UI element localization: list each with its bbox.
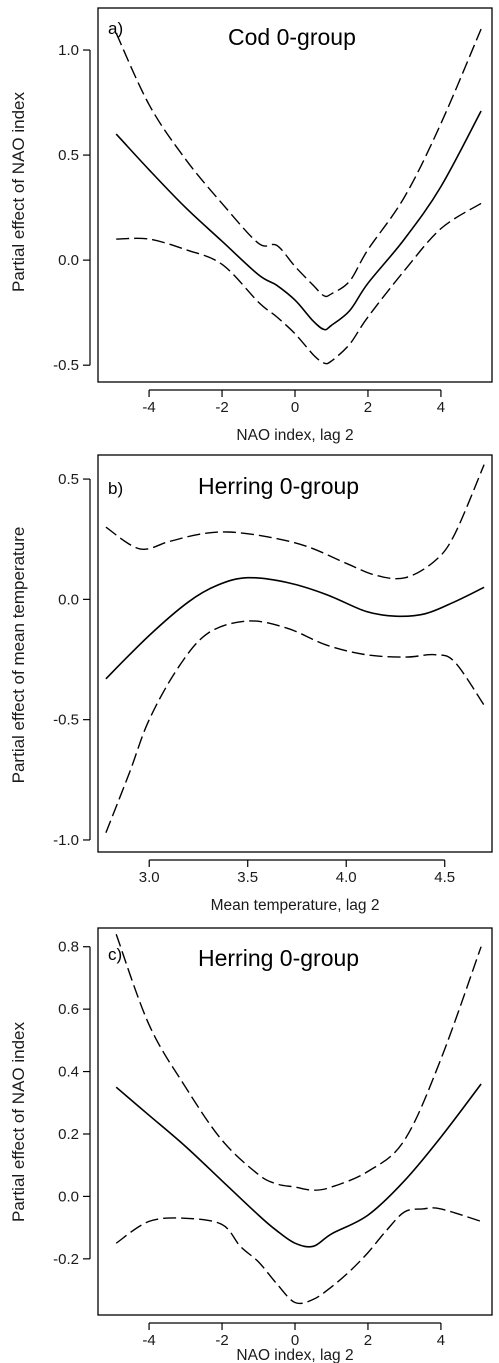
y-tick-label: 0.0: [58, 252, 79, 269]
x-axis-label: NAO index, lag 2: [236, 427, 353, 444]
x-tick-label: 0: [291, 399, 299, 416]
y-tick-label: 0.0: [58, 591, 79, 608]
panel-label: b): [108, 479, 123, 498]
chart-title: Herring 0-group: [198, 473, 359, 499]
y-tick-label: -0.5: [53, 357, 79, 374]
y-tick-label: -0.5: [53, 712, 79, 729]
x-tick-label: -4: [142, 399, 155, 416]
series-upper-line: [115, 933, 482, 1191]
x-tick-label: -2: [215, 399, 228, 416]
x-tick-label: 3.0: [139, 869, 160, 886]
plot-frame: [97, 7, 493, 383]
x-tick-label: 4.0: [336, 869, 357, 886]
y-axis-label: Partial effect of NAO index: [9, 92, 28, 293]
series-lower-line: [115, 1207, 482, 1305]
y-tick-label: 0.4: [58, 1064, 79, 1081]
x-tick-label: 2: [364, 399, 372, 416]
x-tick-label: 4.5: [434, 869, 455, 886]
x-tick-label: 4: [437, 1332, 445, 1349]
x-tick-label: 4: [437, 399, 445, 416]
series-lower-line: [105, 620, 485, 834]
y-tick-label: 1.0: [58, 42, 79, 59]
series-fit-line: [105, 576, 485, 680]
x-tick-label: 0: [291, 1332, 299, 1349]
y-axis-label: Partial effect of mean temperature: [9, 527, 28, 784]
y-tick-label: 0.8: [58, 939, 79, 956]
plot-frame: [97, 454, 493, 853]
plot-frame: [97, 927, 493, 1316]
y-tick-label: 0.6: [58, 1001, 79, 1018]
panel-b: 3.0 3.5 4.0 4.5 -1.0 -0.5 0.0 0.5 Mean temperatu…: [9, 454, 493, 914]
panel-c: -4 -2 0 2 4 -0.2 0.0 0.2 0.4 0.6 0.8 NAO index, lag…: [9, 927, 493, 1363]
series-fit-line: [115, 110, 482, 331]
y-tick-label: 0.2: [58, 1126, 79, 1143]
x-tick-label: 3.5: [237, 869, 258, 886]
series-upper-line: [105, 464, 485, 580]
x-tick-label: -4: [142, 1332, 155, 1349]
y-tick-label: -1.0: [53, 832, 79, 849]
y-tick-label: -0.2: [53, 1251, 79, 1268]
y-axis-label: Partial effect of NAO index: [9, 1022, 28, 1223]
x-axis-label: NAO index, lag 2: [236, 1347, 353, 1363]
panel-label: a): [108, 19, 123, 38]
series-lower-line: [116, 202, 482, 365]
chart-title: Cod 0-group: [228, 24, 356, 50]
y-tick-label: 0.5: [58, 471, 79, 488]
y-tick-label: 0.0: [58, 1188, 79, 1205]
panel-a: -4 -2 0 2 4 -0.5 0.0 0.5 1.0 NAO index, lag 2 Part…: [9, 7, 493, 444]
x-tick-label: -2: [215, 1332, 228, 1349]
x-tick-label: 2: [364, 1332, 372, 1349]
x-axis-label: Mean temperature, lag 2: [211, 897, 380, 914]
panel-label: c): [108, 945, 122, 964]
series-upper-line: [115, 28, 482, 298]
chart-title: Herring 0-group: [198, 945, 359, 971]
series-fit-line: [115, 1083, 482, 1248]
y-tick-label: 0.5: [58, 147, 79, 164]
